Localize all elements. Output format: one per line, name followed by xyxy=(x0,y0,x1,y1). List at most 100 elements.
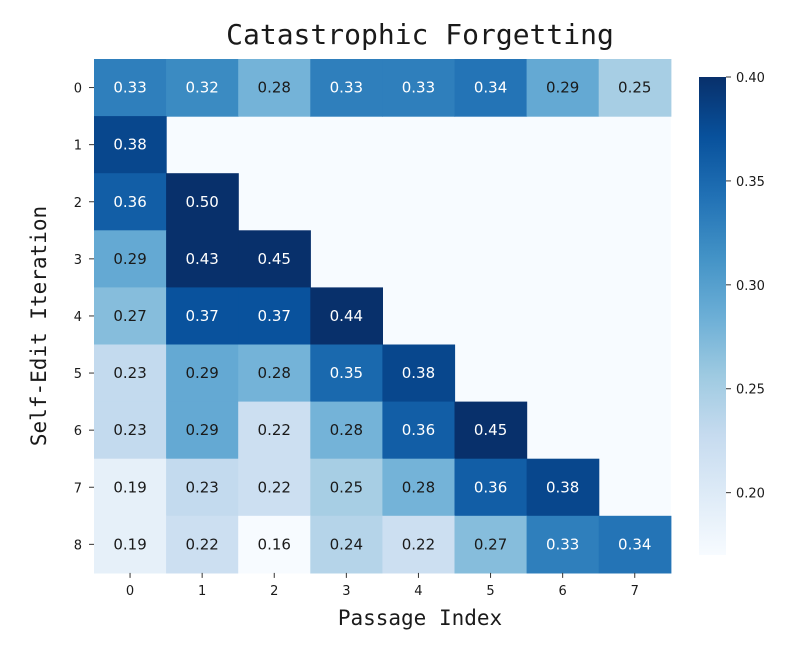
x-tick-label: 6 xyxy=(559,584,567,599)
cell-value-label: 0.43 xyxy=(185,250,218,268)
cell-value-label: 0.38 xyxy=(546,478,579,496)
colorbar-tick-label: 0.25 xyxy=(736,383,765,398)
heatmap-cell-r2-c1 xyxy=(166,173,239,231)
heatmap-cell-r8-c6 xyxy=(526,515,600,574)
colorbar-tick-label: 0.35 xyxy=(736,175,765,190)
heatmap-cell-r7-c3 xyxy=(310,458,383,517)
heatmap-cell-r8-c2 xyxy=(238,515,311,574)
heatmap-cell-r0-c7 xyxy=(598,59,672,117)
heatmap-cell-r7-c6 xyxy=(526,458,600,517)
cell-value-label: 0.38 xyxy=(402,364,435,382)
cell-value-label: 0.27 xyxy=(474,535,507,553)
x-axis-label: Passage Index xyxy=(338,606,502,630)
cell-value-label: 0.34 xyxy=(618,535,651,553)
heatmap-cell-r8-c7 xyxy=(598,515,672,574)
cell-value-label: 0.33 xyxy=(113,79,146,97)
cell-value-label: 0.50 xyxy=(185,193,218,211)
x-tick-label: 5 xyxy=(486,584,494,599)
x-tick-label: 0 xyxy=(126,584,134,599)
cell-value-label: 0.45 xyxy=(474,421,507,439)
cell-value-label: 0.36 xyxy=(113,193,146,211)
cell-value-label: 0.33 xyxy=(402,79,435,97)
cell-value-label: 0.44 xyxy=(330,307,363,325)
y-tick-label: 6 xyxy=(74,424,82,439)
cell-value-label: 0.23 xyxy=(113,364,146,382)
y-tick-label: 8 xyxy=(74,538,82,553)
cell-value-label: 0.32 xyxy=(185,79,218,97)
y-tick-label: 4 xyxy=(74,310,82,325)
heatmap-cell-r5-c0 xyxy=(94,344,167,403)
cell-value-label: 0.33 xyxy=(330,79,363,97)
heatmap-cell-r0-c6 xyxy=(526,59,600,117)
cell-value-label: 0.24 xyxy=(330,535,363,553)
y-tick-label: 7 xyxy=(74,481,82,496)
heatmap-cell-r4-c0 xyxy=(94,287,167,346)
x-tick-label: 3 xyxy=(342,584,350,599)
cell-value-label: 0.28 xyxy=(258,364,291,382)
heatmap-cell-r5-c2 xyxy=(238,344,311,403)
cell-value-label: 0.22 xyxy=(402,535,435,553)
heatmap-cell-r7-c1 xyxy=(166,458,239,517)
heatmap-cell-r0-c3 xyxy=(310,59,383,117)
heatmap-cell-r8-c0 xyxy=(94,515,167,574)
heatmap-cell-r7-c2 xyxy=(238,458,311,517)
heatmap-cell-r1-c0 xyxy=(94,116,167,174)
cell-value-label: 0.38 xyxy=(113,136,146,154)
cell-value-label: 0.19 xyxy=(113,478,146,496)
x-tick-label: 2 xyxy=(270,584,278,599)
heatmap-cell-r5-c3 xyxy=(310,344,383,403)
y-tick-label: 0 xyxy=(74,82,82,97)
cell-value-label: 0.28 xyxy=(258,79,291,97)
cell-value-label: 0.22 xyxy=(258,421,291,439)
x-tick-label: 4 xyxy=(414,584,422,599)
y-axis-ticks: 0 1 2 3 4 5 6 7 8 xyxy=(74,82,94,553)
heatmap-cell-r8-c5 xyxy=(454,515,528,574)
heatmap-cell-r6-c2 xyxy=(238,401,311,460)
cell-value-label: 0.28 xyxy=(330,421,363,439)
heatmap-cell-r4-c1 xyxy=(166,287,239,346)
cell-value-label: 0.45 xyxy=(258,250,291,268)
cell-value-label: 0.36 xyxy=(474,478,507,496)
cell-value-label: 0.34 xyxy=(474,79,507,97)
cell-value-label: 0.19 xyxy=(113,535,146,553)
cell-value-label: 0.29 xyxy=(546,79,579,97)
heatmap-cell-r0-c5 xyxy=(454,59,528,117)
heatmap-cell-r7-c5 xyxy=(454,458,528,517)
heatmap-cell-r6-c4 xyxy=(382,401,456,460)
y-tick-label: 5 xyxy=(74,367,82,382)
heatmap-cells xyxy=(94,59,672,574)
heatmap-cell-r3-c1 xyxy=(166,230,239,288)
colorbar: 0.20 0.25 0.30 0.35 0.40 xyxy=(699,71,765,555)
cell-value-label: 0.29 xyxy=(185,421,218,439)
heatmap-cell-r5-c1 xyxy=(166,344,239,403)
x-tick-label: 1 xyxy=(198,584,206,599)
x-tick-label: 7 xyxy=(631,584,639,599)
cell-value-label: 0.35 xyxy=(330,364,363,382)
cell-value-label: 0.25 xyxy=(330,478,363,496)
heatmap-cell-r0-c1 xyxy=(166,59,239,117)
cell-value-label: 0.22 xyxy=(185,535,218,553)
cell-value-label: 0.27 xyxy=(113,307,146,325)
heatmap-cell-r5-c4 xyxy=(382,344,456,403)
y-axis-label: Self-Edit Iteration xyxy=(27,206,51,446)
heatmap-cell-r2-c0 xyxy=(94,173,167,231)
y-tick-label: 2 xyxy=(74,196,82,211)
cell-value-label: 0.33 xyxy=(546,535,579,553)
heatmap-cell-r6-c0 xyxy=(94,401,167,460)
heatmap-cell-r3-c0 xyxy=(94,230,167,288)
heatmap-cell-r4-c2 xyxy=(238,287,311,346)
heatmap-cell-r8-c3 xyxy=(310,515,383,574)
heatmap-cell-r3-c2 xyxy=(238,230,311,288)
cell-value-label: 0.29 xyxy=(185,364,218,382)
heatmap-cell-r4-c3 xyxy=(310,287,383,346)
cell-value-label: 0.23 xyxy=(185,478,218,496)
cell-value-label: 0.16 xyxy=(258,535,291,553)
cell-value-label: 0.37 xyxy=(258,307,291,325)
heatmap-cell-r0-c4 xyxy=(382,59,456,117)
heatmap-cell-r8-c4 xyxy=(382,515,456,574)
heatmap-cell-r7-c4 xyxy=(382,458,456,517)
colorbar-tick-label: 0.20 xyxy=(736,487,765,502)
cell-value-label: 0.29 xyxy=(113,250,146,268)
